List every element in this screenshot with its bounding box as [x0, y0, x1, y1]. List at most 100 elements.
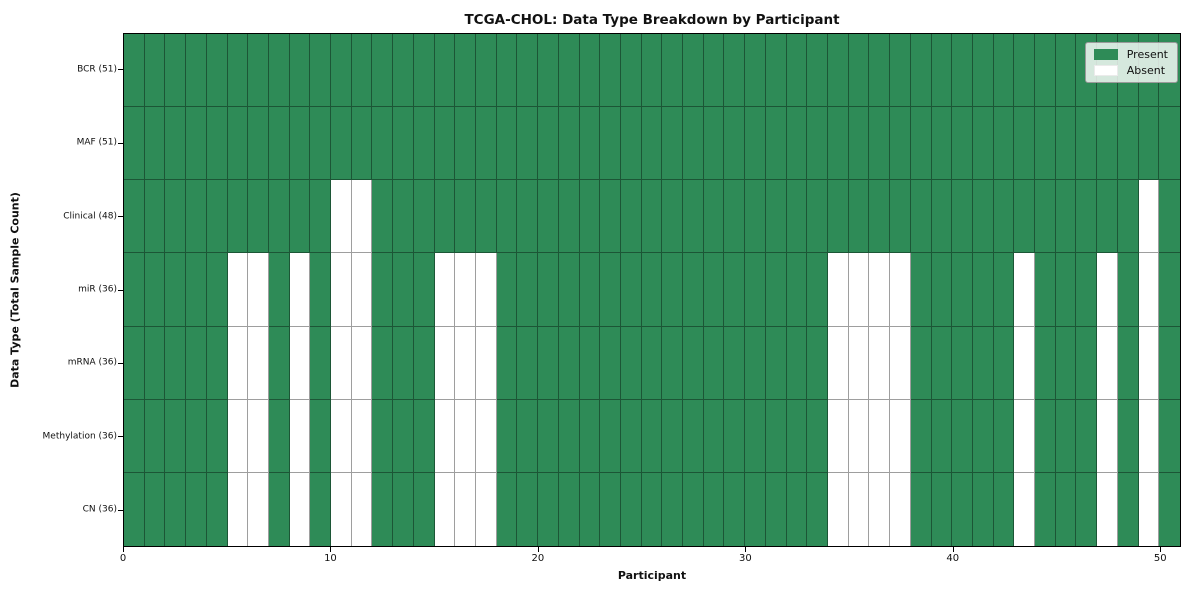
heatmap-cell: [848, 399, 870, 473]
heatmap-cell: [828, 253, 849, 327]
present-swatch-icon: [1093, 49, 1118, 60]
heatmap-cell: [1076, 107, 1098, 181]
heatmap-cell: [1076, 399, 1098, 473]
heatmap-cell: [641, 472, 663, 546]
heatmap-cell: [538, 253, 559, 327]
heatmap-cell: [890, 180, 911, 254]
heatmap-cell: [641, 326, 663, 400]
heatmap-cell: [600, 253, 621, 327]
heatmap-cell: [703, 253, 725, 327]
heatmap-cell: [331, 253, 352, 327]
heatmap-cell: [641, 253, 663, 327]
heatmap-cell: [952, 253, 973, 327]
heatmap-cell: [165, 399, 187, 473]
heatmap-cell: [1117, 180, 1139, 254]
heatmap-cell: [186, 326, 207, 400]
heatmap-cell: [413, 253, 435, 327]
heatmap-cell: [248, 472, 269, 546]
legend-label-present: Present: [1126, 48, 1168, 61]
heatmap-cell: [268, 180, 290, 254]
heatmap-cell: [828, 326, 849, 400]
heatmap-cell: [124, 107, 145, 181]
heatmap-cell: [745, 34, 766, 108]
heatmap-cell: [786, 472, 808, 546]
heatmap-cell: [1117, 107, 1139, 181]
heatmap-cell: [413, 180, 435, 254]
heatmap-cell: [227, 253, 249, 327]
heatmap-cell: [1138, 326, 1160, 400]
heatmap-cell: [848, 180, 870, 254]
heatmap-cell: [662, 34, 684, 108]
heatmap-cell: [455, 399, 476, 473]
heatmap-cell: [227, 34, 249, 108]
heatmap-cell: [972, 107, 994, 181]
heatmap-cell: [165, 326, 187, 400]
heatmap-cell: [186, 399, 207, 473]
heatmap-cell: [724, 34, 746, 108]
heatmap-cell: [890, 326, 911, 400]
heatmap-cell: [786, 253, 808, 327]
heatmap-cell: [765, 399, 787, 473]
heatmap-cell: [952, 180, 973, 254]
heatmap-cell: [476, 472, 497, 546]
heatmap-cell: [993, 472, 1015, 546]
heatmap-cell: [558, 399, 580, 473]
heatmap-cell: [1055, 399, 1077, 473]
heatmap-cell: [413, 107, 435, 181]
heatmap-cell: [1035, 34, 1056, 108]
y-tick-mark: [118, 362, 123, 364]
heatmap-cell: [351, 253, 373, 327]
heatmap-cell: [310, 107, 332, 181]
heatmap-cell: [848, 472, 870, 546]
heatmap-cell: [144, 34, 166, 108]
heatmap-cell: [972, 34, 994, 108]
heatmap-cell: [683, 34, 704, 108]
heatmap-cell: [206, 34, 228, 108]
heatmap-cell: [910, 180, 932, 254]
heatmap-cell: [931, 34, 953, 108]
heatmap-cell: [1055, 326, 1077, 400]
heatmap-cell: [455, 34, 476, 108]
heatmap-cell: [993, 399, 1015, 473]
heatmap-cell: [848, 34, 870, 108]
heatmap-cell: [869, 253, 891, 327]
heatmap-cell: [144, 472, 166, 546]
heatmap-cell: [538, 326, 559, 400]
heatmap-cell: [745, 472, 766, 546]
heatmap-cell: [413, 472, 435, 546]
heatmap-cell: [476, 107, 497, 181]
heatmap-cell: [413, 34, 435, 108]
heatmap-cell: [1159, 399, 1180, 473]
heatmap-cell: [1117, 472, 1139, 546]
heatmap-grid: [124, 34, 1180, 546]
heatmap-cell: [786, 107, 808, 181]
heatmap-cell: [807, 253, 828, 327]
heatmap-cell: [455, 253, 476, 327]
y-tick-mark: [118, 69, 123, 71]
heatmap-cell: [372, 472, 394, 546]
heatmap-cell: [165, 180, 187, 254]
heatmap-cell: [703, 107, 725, 181]
heatmap-cell: [496, 34, 518, 108]
heatmap-cell: [1076, 472, 1098, 546]
heatmap-cell: [310, 399, 332, 473]
heatmap-cell: [558, 180, 580, 254]
heatmap-cell: [620, 34, 642, 108]
heatmap-cell: [683, 472, 704, 546]
heatmap-cell: [828, 399, 849, 473]
heatmap-cell: [144, 326, 166, 400]
heatmap-cell: [517, 107, 539, 181]
heatmap-cell: [186, 107, 207, 181]
heatmap-cell: [1035, 326, 1056, 400]
heatmap-cell: [248, 107, 269, 181]
heatmap-cell: [289, 107, 311, 181]
heatmap-cell: [786, 399, 808, 473]
heatmap-cell: [124, 34, 145, 108]
heatmap-cell: [765, 34, 787, 108]
heatmap-cell: [227, 326, 249, 400]
heatmap-cell: [993, 180, 1015, 254]
heatmap-cell: [703, 34, 725, 108]
heatmap-cell: [807, 34, 828, 108]
heatmap-cell: [786, 180, 808, 254]
heatmap-cell: [393, 326, 414, 400]
